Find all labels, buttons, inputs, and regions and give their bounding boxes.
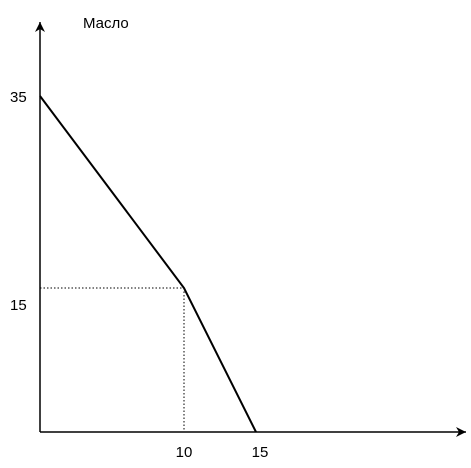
series-line [39, 95, 257, 433]
y-axis-label: Масло [83, 15, 129, 32]
y-tick-label-15: 15 [10, 297, 27, 314]
y-tick-label-35: 35 [10, 89, 27, 106]
x-tick-label-15: 15 [252, 444, 269, 461]
x-tick-label-10: 10 [176, 444, 193, 461]
